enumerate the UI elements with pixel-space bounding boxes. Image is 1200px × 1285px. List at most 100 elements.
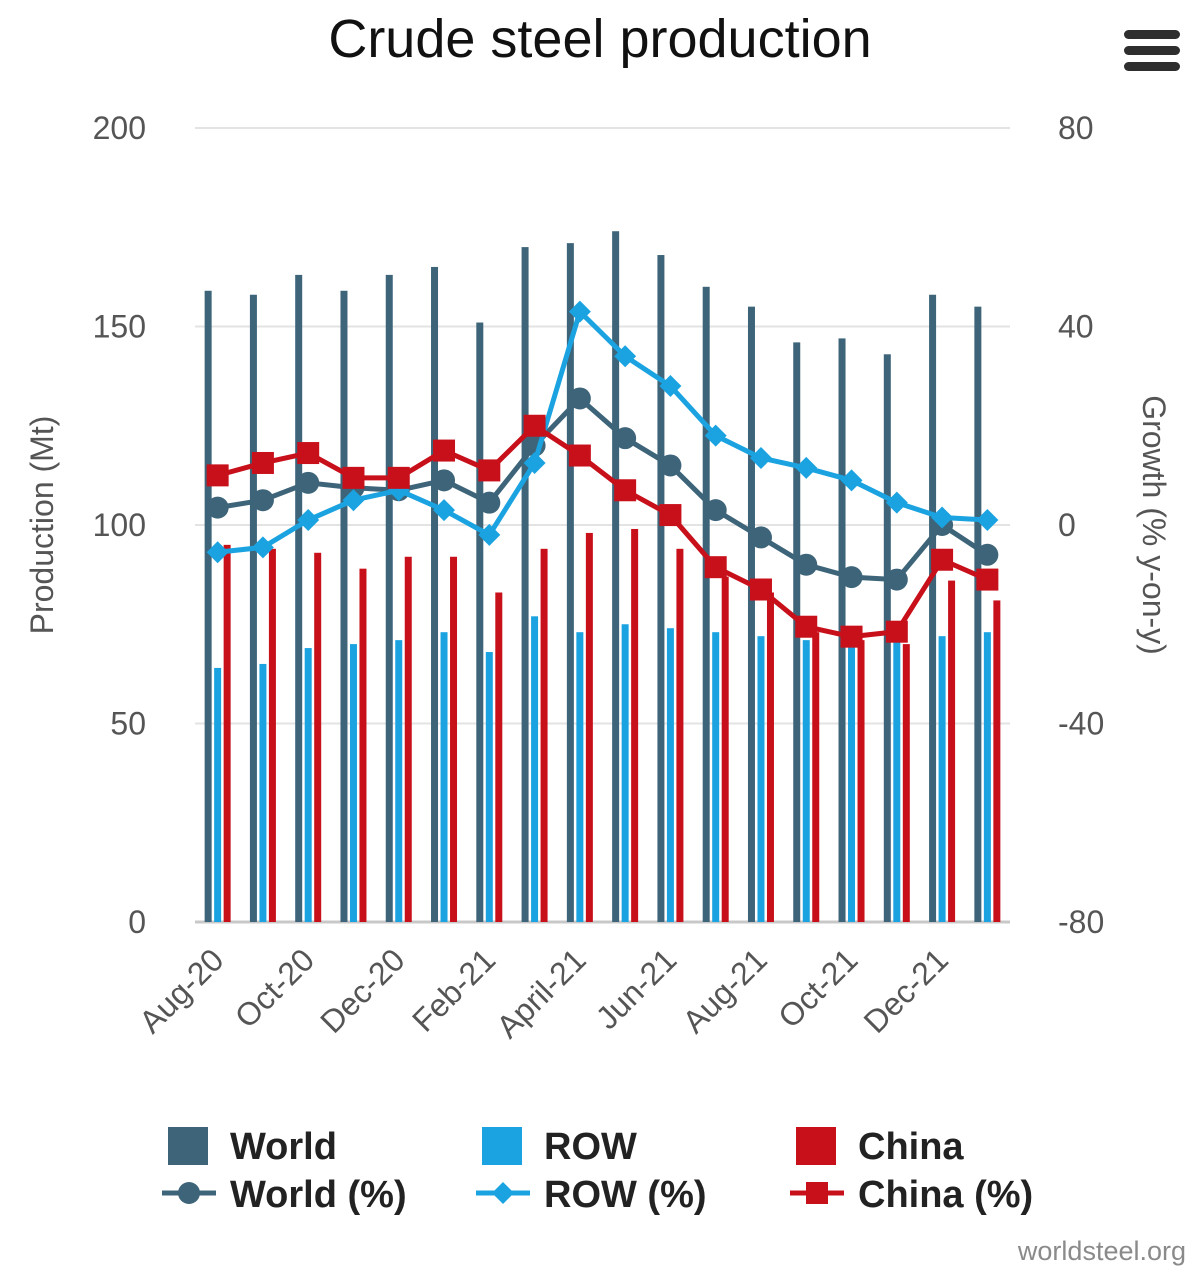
point-row-April-21 [568,300,591,323]
bar-row-Dec-20 [395,640,403,922]
y-right-tick-label: 40 [1058,309,1094,345]
point-row-Jan-22 [976,509,999,532]
bar-row-Aug-21 [757,636,765,922]
y-left-tick-label: 150 [93,309,146,345]
point-china-Jul-21 [704,556,727,579]
bar-world-Mar-21 [521,247,529,923]
point-china-Nov-20 [342,466,365,489]
bar-china-Nov-21 [902,644,910,922]
bar-world-May-21 [612,231,620,923]
bar-china-April-21 [585,532,593,922]
x-tick-label: Aug-20 [132,941,230,1039]
bar-world-Dec-20 [385,274,393,922]
point-china-Oct-20 [297,442,320,465]
bar-world-Jan-21 [431,266,439,922]
bar-world-Aug-20 [204,290,212,922]
point-china-Aug-20 [206,464,229,487]
bar-world-Jan-22 [974,306,982,922]
point-world-Nov-21 [885,568,908,591]
bar-world-Nov-20 [340,290,348,922]
point-world-Sep-20 [251,489,274,512]
legend-swatch-china [796,1127,836,1165]
y-right-tick-label: -40 [1058,706,1104,742]
point-china-Mar-21 [523,414,546,437]
point-china-Oct-21 [840,625,863,648]
bar-china-May-21 [631,528,639,922]
bar-world-Jul-21 [702,286,710,922]
point-world-Jan-22 [976,543,999,566]
point-row-Mar-21 [523,451,546,474]
y-right-tick-label: -80 [1058,904,1104,940]
bar-china-Jan-21 [450,556,458,922]
point-china-Sep-20 [251,451,274,474]
point-world-Oct-21 [840,566,863,589]
bar-row-Oct-21 [848,644,856,922]
bar-row-Jul-21 [712,632,720,922]
bar-row-May-21 [621,624,629,922]
y-left-tick-label: 200 [93,110,146,146]
point-china-April-21 [568,444,591,467]
point-row-Feb-21 [478,523,501,546]
bar-world-April-21 [566,243,574,922]
line-china [216,423,989,640]
bar-china-Mar-21 [540,548,548,922]
credits-link[interactable]: worldsteel.org [1017,1236,1186,1266]
bar-row-Sep-20 [259,663,267,922]
legend-label-world: World [230,1126,337,1168]
point-world-April-21 [568,387,591,410]
bar-china-Aug-21 [766,592,774,922]
point-row-Jul-21 [704,424,727,447]
x-tick-label: Dec-21 [857,941,955,1039]
legend-label-world-pct: World (%) [230,1174,407,1216]
x-tick-label: April-21 [489,941,592,1044]
point-row-Jun-21 [659,375,682,398]
line-series [206,300,999,648]
point-world-Sep-21 [795,553,818,576]
y-left-tick-label: 0 [128,904,146,940]
legend-marker-square [806,1182,828,1204]
bar-row-Jun-21 [666,628,674,922]
bar-row-Nov-20 [349,644,357,922]
x-tick-label: Jun-21 [589,941,684,1036]
bar-row-Jan-22 [983,632,991,922]
legend-marker-diamond [492,1182,514,1204]
legend-swatch-row [482,1127,522,1165]
bar-china-Sep-20 [268,548,276,922]
point-row-Nov-20 [342,489,365,512]
point-china-Feb-21 [478,459,501,482]
bar-china-Feb-21 [495,592,503,922]
legend-label-china-pct: China (%) [858,1174,1033,1216]
legend-label-china: China [858,1126,964,1168]
point-china-Dec-20 [387,466,410,489]
point-row-Oct-21 [840,469,863,492]
point-world-Aug-21 [749,526,772,549]
bar-china-Jun-21 [676,548,684,922]
point-row-Aug-21 [749,447,772,470]
point-row-Aug-20 [206,541,229,564]
point-china-Jan-21 [433,439,456,462]
chart-title: Crude steel production [328,9,872,69]
point-world-Aug-20 [206,496,229,519]
point-row-Sep-21 [795,456,818,479]
bar-china-Nov-20 [359,568,367,922]
bar-row-Feb-21 [485,652,493,922]
bar-china-Aug-20 [223,544,231,922]
y-left-tick-label: 50 [110,706,146,742]
point-china-Dec-21 [931,548,954,571]
legend-label-row: ROW [544,1126,637,1168]
legend-swatch-world [168,1127,208,1165]
bar-row-Aug-20 [214,667,222,922]
bar-china-Oct-20 [314,552,322,922]
y-left-tick-label: 100 [93,507,146,543]
x-tick-label: Oct-21 [771,941,864,1034]
point-china-Sep-21 [795,615,818,638]
bar-row-Dec-21 [938,636,946,922]
bar-row-Oct-20 [304,648,312,922]
legend: World ROW China World (%) ROW (%) China (%) [162,1126,1033,1216]
point-row-Nov-21 [885,491,908,514]
hamburger-menu-icon[interactable] [1124,30,1180,76]
bar-row-Jan-21 [440,632,448,922]
point-china-May-21 [614,479,637,502]
point-row-Jan-21 [433,499,456,522]
point-china-Nov-21 [885,620,908,643]
